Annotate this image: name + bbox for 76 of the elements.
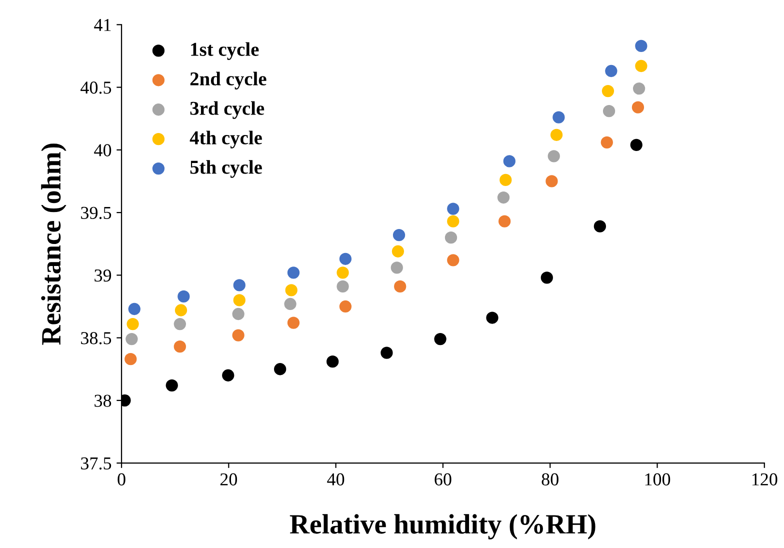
point	[498, 215, 511, 228]
point	[602, 84, 614, 98]
point	[287, 316, 300, 329]
x-tick-label: 80	[542, 473, 558, 486]
point	[233, 294, 246, 306]
point	[605, 64, 618, 78]
point	[550, 128, 563, 141]
point	[594, 220, 606, 232]
point	[500, 174, 512, 186]
point	[635, 60, 648, 72]
point	[178, 290, 190, 303]
point	[326, 356, 339, 368]
point	[444, 232, 458, 244]
point	[336, 280, 349, 293]
x-tick-label: 120	[752, 473, 778, 486]
x-tick-label: 20	[220, 473, 238, 486]
point	[232, 308, 244, 320]
point	[174, 318, 186, 330]
point	[503, 155, 516, 168]
point	[166, 379, 178, 392]
x-axis-title: Relative humidity (%RH)	[290, 514, 596, 540]
legend-label: 2nd cycle	[190, 72, 266, 90]
x-tick-label: 100	[645, 473, 670, 486]
point	[392, 229, 406, 242]
y-tick-label: 38	[94, 394, 112, 407]
y-tick-label: 38.5	[81, 332, 112, 344]
point	[447, 254, 460, 266]
point	[546, 175, 558, 188]
point	[447, 202, 460, 215]
point	[447, 215, 460, 228]
point	[390, 262, 403, 274]
point	[174, 304, 188, 316]
point	[630, 138, 642, 151]
y-tick-label: 37.5	[81, 457, 112, 470]
point	[497, 191, 510, 204]
point	[632, 101, 644, 114]
x-tick-label: 40	[327, 473, 344, 486]
point	[394, 280, 406, 293]
y-tick-label: 39.5	[81, 206, 112, 220]
point	[336, 266, 349, 279]
point	[233, 279, 246, 292]
legend-label: 3rd cycle	[190, 101, 264, 119]
point	[126, 318, 139, 330]
point	[128, 302, 140, 316]
point	[434, 332, 446, 346]
point	[124, 353, 137, 366]
y-axis-title: Resistance (ohm)	[41, 144, 66, 345]
legend-label: 4th cycle	[190, 130, 262, 148]
x-tick-label: 60	[434, 473, 452, 486]
point	[602, 105, 616, 118]
legend-label: 1st cycle	[191, 42, 259, 60]
y-tick-label: 40.5	[80, 82, 112, 94]
y-tick-label: 39	[94, 269, 112, 282]
point	[174, 340, 186, 353]
point	[540, 272, 553, 284]
point	[232, 329, 244, 342]
point	[632, 82, 646, 95]
point	[339, 252, 352, 265]
point	[339, 300, 352, 313]
point	[552, 111, 565, 124]
point	[285, 284, 298, 296]
point	[222, 369, 234, 382]
point	[287, 266, 300, 279]
point	[274, 363, 286, 376]
point	[126, 332, 138, 346]
point	[380, 346, 393, 359]
point	[392, 245, 404, 258]
point	[635, 40, 648, 52]
x-tick-label: 0	[118, 473, 126, 486]
point	[600, 136, 613, 148]
legend-label: 5th cycle	[190, 160, 262, 178]
point	[548, 150, 560, 162]
point	[486, 312, 498, 324]
y-tick-label: 40	[94, 144, 112, 156]
point	[284, 298, 296, 310]
y-tick-label: 41	[94, 19, 111, 31]
